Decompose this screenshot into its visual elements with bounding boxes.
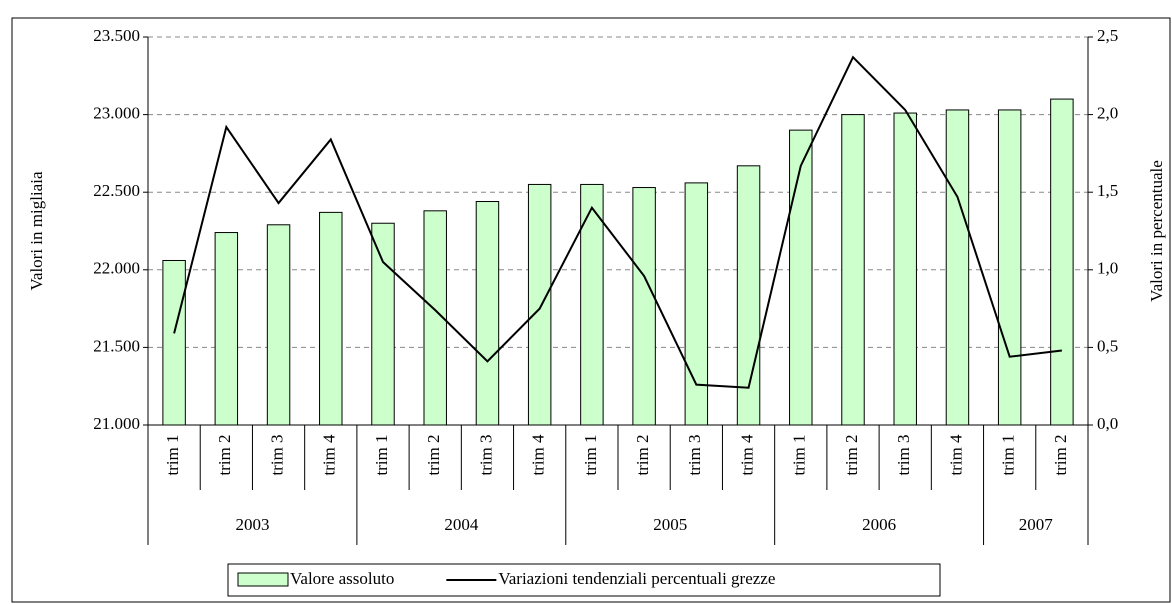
x-tick-label: trim 4 [946,434,965,476]
y-tick-label: 23.000 [93,104,140,123]
x-tick-label: trim 4 [737,434,756,476]
x-tick-label: trim 3 [685,434,704,475]
bar [266,224,291,426]
bar [475,201,500,426]
bar [580,183,604,426]
y2-tick-label: 2,5 [1097,26,1118,45]
year-label: 2006 [862,515,896,534]
year-label: 2005 [653,515,687,534]
bar [162,259,186,426]
bar [789,129,813,426]
x-tick-label: trim 3 [476,434,495,475]
legend-label: Variazioni tendenziali percentuali grezz… [498,569,775,588]
x-tick-label: trim 1 [372,434,391,475]
y2-tick-label: 1,5 [1097,181,1118,200]
year-label: 2003 [235,515,269,534]
bar [1050,98,1074,426]
bar [371,222,395,426]
y-tick-label: 21.500 [93,336,140,355]
x-tick-label: trim 3 [267,434,286,475]
y-axis-title: Valori in migliaia [27,171,46,290]
legend-swatch [237,572,289,587]
x-tick-label: trim 1 [163,434,182,475]
y-tick-label: 22.000 [93,259,140,278]
x-tick-label: trim 1 [581,434,600,475]
bar [214,232,239,426]
legend-label: Valore assoluto [290,569,394,588]
x-tick-label: trim 2 [842,434,861,475]
bar [997,109,1022,426]
bar [684,182,709,426]
y2-tick-label: 1,0 [1097,259,1118,278]
y-tick-label: 23.500 [93,26,140,45]
x-tick-label: trim 4 [320,434,339,476]
y2-tick-label: 0,0 [1097,414,1118,433]
line [173,55,1063,389]
year-label: 2007 [1019,515,1054,534]
bar [945,109,970,426]
x-tick-label: trim 2 [633,434,652,475]
x-tick-label: trim 4 [529,434,548,476]
year-label: 2004 [444,515,479,534]
x-tick-label: trim 2 [1051,434,1070,475]
bar [841,114,865,426]
x-tick-label: trim 1 [999,434,1018,475]
y-tick-label: 21.000 [93,414,140,433]
x-tick-label: trim 2 [215,434,234,475]
x-tick-label: trim 1 [790,434,809,475]
y2-axis-title: Valori in percentuale [1147,160,1166,302]
bar [527,183,552,426]
y2-tick-label: 0,5 [1097,336,1118,355]
x-tick-label: trim 3 [894,434,913,475]
x-tick-label: trim 2 [424,434,443,475]
bar [893,112,917,426]
y2-tick-label: 2,0 [1097,104,1118,123]
y-tick-label: 22.500 [93,181,140,200]
bar [632,187,656,426]
legend [227,563,941,597]
bar [319,211,343,426]
